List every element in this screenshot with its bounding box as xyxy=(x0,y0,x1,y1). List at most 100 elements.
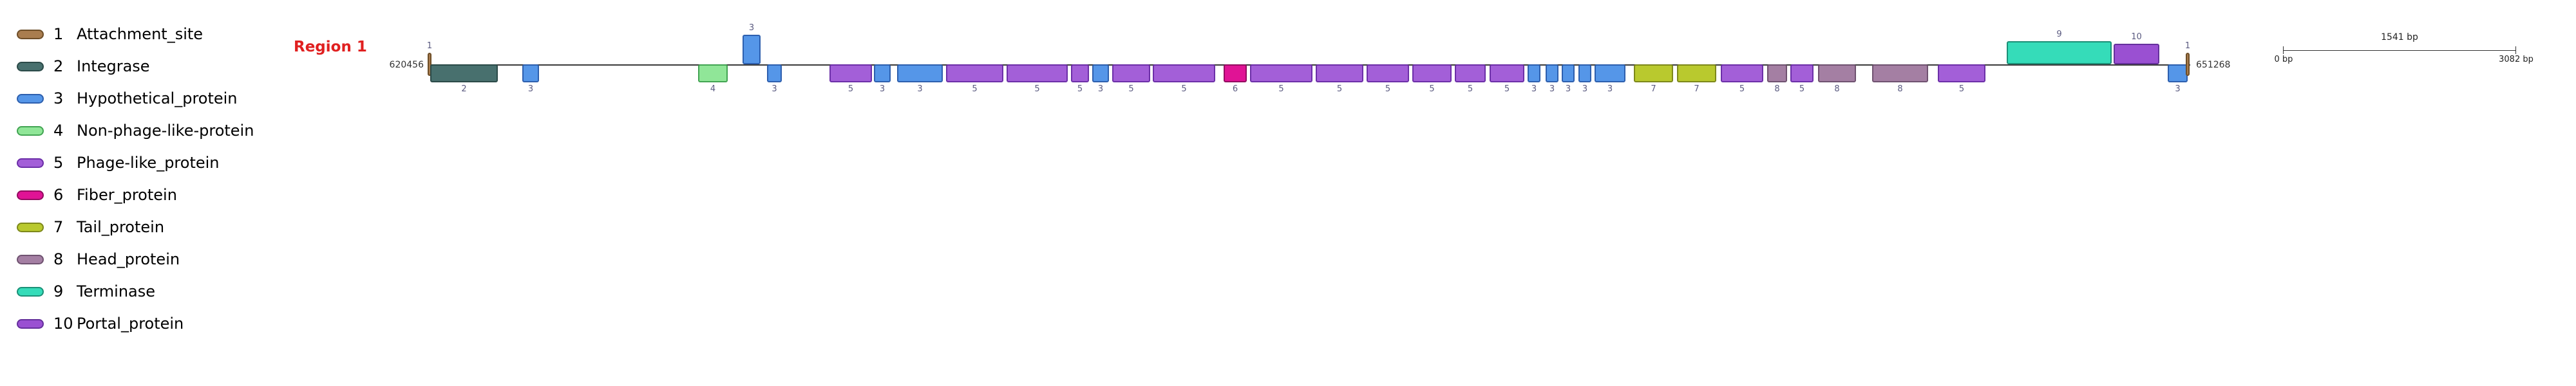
gene-box-non-phage-like-protein[interactable] xyxy=(698,64,728,82)
gene-category-number: 8 xyxy=(1774,84,1780,94)
gene-category-number: 2 xyxy=(461,84,467,94)
gene-box-phage-like_protein[interactable] xyxy=(1490,64,1524,82)
gene-box-phage-like_protein[interactable] xyxy=(1007,64,1068,82)
gene-category-number: 5 xyxy=(1128,84,1134,94)
gene-category-number: 6 xyxy=(1232,84,1238,94)
legend-swatch xyxy=(17,125,44,136)
scale-bar-left-tick xyxy=(2283,46,2284,54)
legend-swatch xyxy=(17,286,44,297)
gene-box-hypothetical_protein[interactable] xyxy=(522,64,539,82)
gene-box-terminase[interactable] xyxy=(2007,41,2112,64)
legend-swatch xyxy=(17,254,44,264)
gene-category-number: 5 xyxy=(1034,84,1040,94)
legend-item-head_protein: 8 Head_protein xyxy=(17,243,254,275)
gene-box-head_protein[interactable] xyxy=(1767,64,1787,82)
legend-item-attachment_site: 1 Attachment_site xyxy=(17,18,254,50)
gene-box-phage-like_protein[interactable] xyxy=(1153,64,1215,82)
gene-category-number: 3 xyxy=(1549,84,1555,94)
gene-box-hypothetical_protein[interactable] xyxy=(897,64,943,82)
legend-label: Attachment_site xyxy=(77,25,204,43)
gene-category-number: 5 xyxy=(972,84,978,94)
gene-category-number: 3 xyxy=(527,84,534,94)
gene-category-number: 5 xyxy=(1739,84,1745,94)
gene-category-number: 5 xyxy=(1958,84,1965,94)
gene-category-number: 3 xyxy=(879,84,886,94)
gene-box-phage-like_protein[interactable] xyxy=(829,64,872,82)
gene-category-number: 5 xyxy=(1799,84,1805,94)
gene-category-number: 3 xyxy=(1531,84,1537,94)
gene-box-phage-like_protein[interactable] xyxy=(1455,64,1486,82)
gene-category-number: 7 xyxy=(1651,84,1656,94)
scale-bar-zero-label: 0 bp xyxy=(2274,55,2293,64)
legend-label: Fiber_protein xyxy=(77,186,177,204)
gene-category-number: 5 xyxy=(1181,84,1187,94)
legend-item-hypothetical_protein: 3 Hypothetical_protein xyxy=(17,82,254,115)
gene-category-number: 3 xyxy=(2175,84,2181,94)
gene-box-phage-like_protein[interactable] xyxy=(1071,64,1089,82)
gene-box-portal_protein[interactable] xyxy=(2114,44,2159,64)
legend-item-terminase: 9 Terminase xyxy=(17,275,254,308)
legend-number: 2 xyxy=(53,57,64,75)
gene-category-number: 3 xyxy=(1565,84,1571,94)
legend-number: 4 xyxy=(53,122,64,140)
legend-swatch xyxy=(17,158,44,168)
gene-box-phage-like_protein[interactable] xyxy=(1721,64,1763,82)
legend-swatch xyxy=(17,61,44,71)
legend-label: Phage-like_protein xyxy=(77,154,220,172)
gene-category-number: 1 xyxy=(2184,41,2191,51)
gene-box-hypothetical_protein[interactable] xyxy=(2168,64,2188,82)
gene-box-hypothetical_protein[interactable] xyxy=(1528,64,1540,82)
gene-box-phage-like_protein[interactable] xyxy=(1250,64,1312,82)
gene-box-phage-like_protein[interactable] xyxy=(946,64,1003,82)
legend-number: 5 xyxy=(53,154,64,172)
legend-label: Portal_protein xyxy=(77,315,184,333)
legend: 1 Attachment_site 2 Integrase 3 Hypothetical_… xyxy=(17,18,254,340)
legend-label: Integrase xyxy=(77,57,150,75)
gene-box-head_protein[interactable] xyxy=(1818,64,1856,82)
region-label: Region 1 xyxy=(294,39,367,55)
legend-number: 6 xyxy=(53,186,64,204)
legend-label: Tail_protein xyxy=(77,218,165,236)
gene-box-hypothetical_protein[interactable] xyxy=(1578,64,1591,82)
gene-box-integrase[interactable] xyxy=(430,64,498,82)
gene-box-hypothetical_protein[interactable] xyxy=(1092,64,1109,82)
gene-box-phage-like_protein[interactable] xyxy=(1412,64,1452,82)
gene-box-hypothetical_protein[interactable] xyxy=(767,64,782,82)
gene-category-number: 5 xyxy=(1504,84,1510,94)
gene-box-hypothetical_protein[interactable] xyxy=(1562,64,1575,82)
gene-category-number: 3 xyxy=(1582,84,1588,94)
legend-number: 10 xyxy=(53,315,73,333)
gene-box-phage-like_protein[interactable] xyxy=(1367,64,1409,82)
gene-box-phage-like_protein[interactable] xyxy=(1316,64,1363,82)
gene-category-number: 5 xyxy=(1278,84,1284,94)
gene-category-number: 1 xyxy=(426,41,433,51)
gene-box-hypothetical_protein[interactable] xyxy=(874,64,891,82)
gene-category-number: 3 xyxy=(772,84,777,94)
gene-box-phage-like_protein[interactable] xyxy=(1938,64,1985,82)
gene-box-tail_protein[interactable] xyxy=(1677,64,1716,82)
gene-box-hypothetical_protein[interactable] xyxy=(1546,64,1558,82)
legend-label: Head_protein xyxy=(77,250,180,268)
gene-box-head_protein[interactable] xyxy=(1872,64,1928,82)
gene-category-number: 5 xyxy=(1467,84,1473,94)
legend-label: Hypothetical_protein xyxy=(77,89,238,107)
region-end-coordinate: 651268 xyxy=(2196,60,2231,70)
legend-label: Terminase xyxy=(77,282,156,300)
gene-category-number: 5 xyxy=(1077,84,1083,94)
gene-box-hypothetical_protein[interactable] xyxy=(1595,64,1625,82)
gene-category-number: 8 xyxy=(1897,84,1903,94)
gene-box-phage-like_protein[interactable] xyxy=(1112,64,1150,82)
gene-box-phage-like_protein[interactable] xyxy=(1790,64,1814,82)
gene-box-hypothetical_protein[interactable] xyxy=(743,35,761,64)
legend-number: 8 xyxy=(53,250,64,268)
gene-box-fiber_protein[interactable] xyxy=(1224,64,1247,82)
gene-category-number: 8 xyxy=(1834,84,1840,94)
legend-label: Non-phage-like-protein xyxy=(77,122,254,140)
gene-category-number: 7 xyxy=(1694,84,1700,94)
legend-swatch xyxy=(17,29,44,39)
gene-box-tail_protein[interactable] xyxy=(1634,64,1673,82)
legend-swatch xyxy=(17,222,44,232)
gene-box-attachment_site[interactable] xyxy=(2186,53,2190,76)
